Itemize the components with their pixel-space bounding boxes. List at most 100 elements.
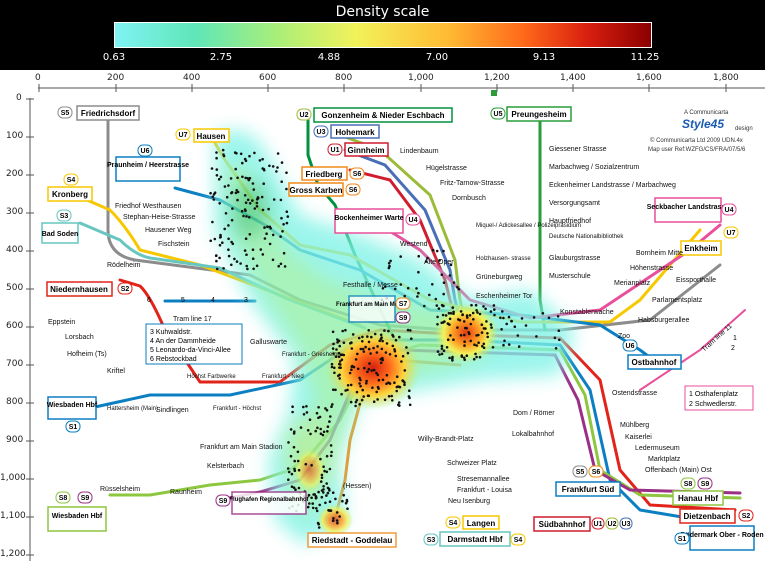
- data-point: [262, 182, 266, 185]
- data-point: [448, 274, 452, 277]
- data-point: [234, 191, 238, 195]
- data-point: [466, 316, 469, 319]
- data-point: [255, 205, 259, 208]
- data-point: [218, 202, 221, 205]
- data-point: [244, 237, 248, 240]
- data-point: [248, 154, 251, 158]
- svg-text:Höhenstrasse: Höhenstrasse: [630, 265, 673, 272]
- data-point: [486, 335, 490, 339]
- data-point: [285, 187, 288, 191]
- data-point: [383, 329, 386, 332]
- data-point: [388, 382, 392, 385]
- svg-text:Kriftel: Kriftel: [107, 368, 125, 375]
- badge: S7: [399, 301, 408, 308]
- x-tick-label: 1,800: [713, 73, 739, 83]
- svg-text:Fischstein: Fischstein: [158, 241, 190, 248]
- data-point: [222, 153, 225, 156]
- data-point: [346, 507, 349, 511]
- data-point: [493, 308, 496, 311]
- data-point: [223, 227, 226, 231]
- data-point: [493, 313, 496, 317]
- data-point: [251, 182, 255, 185]
- data-point: [535, 335, 538, 338]
- data-point: [335, 519, 339, 522]
- data-point: [227, 254, 231, 258]
- svg-text:Fritz-Tarnow-Strasse: Fritz-Tarnow-Strasse: [440, 180, 505, 187]
- data-point: [222, 267, 225, 270]
- data-point: [241, 175, 244, 179]
- data-point: [341, 499, 344, 503]
- data-point: [369, 352, 372, 355]
- data-point: [436, 315, 439, 319]
- data-point: [210, 167, 214, 170]
- badge: S9: [219, 498, 228, 505]
- y-tick-label: 1,200: [0, 549, 26, 559]
- data-point: [395, 375, 399, 379]
- badge: S6: [349, 187, 358, 194]
- x-tick-label: 1,000: [408, 73, 434, 83]
- data-point: [319, 427, 323, 431]
- data-point: [417, 254, 421, 258]
- badge: S6: [353, 171, 362, 178]
- data-point: [214, 254, 218, 257]
- svg-text:Marbachweg / Sozialzentrum: Marbachweg / Sozialzentrum: [549, 164, 639, 171]
- data-point: [468, 314, 472, 317]
- data-point: [332, 517, 335, 520]
- data-point: [410, 337, 413, 341]
- data-point: [464, 326, 467, 330]
- data-point: [292, 486, 296, 490]
- data-point: [261, 253, 265, 256]
- data-point: [461, 313, 464, 317]
- data-point: [242, 214, 245, 218]
- data-point: [367, 394, 371, 398]
- badge: U3: [317, 129, 326, 136]
- data-point: [364, 345, 367, 349]
- y-tick-label: 300: [6, 207, 24, 217]
- svg-text:design: design: [735, 126, 753, 132]
- data-point: [442, 349, 446, 353]
- data-point: [349, 383, 353, 387]
- box-friedrichsdorf: Friedrichsdorf: [81, 109, 136, 118]
- svg-text:Giessener Strasse: Giessener Strasse: [549, 146, 607, 153]
- svg-text:Musterschule: Musterschule: [549, 273, 591, 280]
- badge: U1: [594, 521, 603, 528]
- data-point: [384, 351, 388, 354]
- x-tick-label: 1,400: [560, 73, 586, 83]
- badge: S2: [121, 286, 130, 293]
- box-hausen: Hausen: [197, 132, 226, 141]
- transit-map[interactable]: Friedrichsdorf Gonzenheim & Nieder Eschb…: [38, 98, 765, 561]
- data-point: [296, 459, 300, 463]
- data-point: [211, 195, 215, 198]
- data-point: [310, 496, 313, 500]
- data-point: [491, 346, 495, 349]
- y-tick-label: 600: [6, 321, 24, 331]
- data-point: [213, 237, 217, 241]
- data-point: [287, 441, 290, 444]
- box-niedernhausen: Niedernhausen: [50, 285, 108, 294]
- station-boxes: Friedrichsdorf Gonzenheim & Nieder Eschb…: [41, 105, 764, 551]
- box-wiesbaden-hbf-top: Wiesbaden Hbf: [47, 402, 98, 409]
- data-point: [326, 425, 330, 429]
- svg-text:3: 3: [244, 297, 248, 304]
- data-point: [505, 322, 509, 326]
- data-point: [297, 486, 301, 490]
- data-point: [541, 312, 545, 315]
- data-point: [457, 318, 460, 321]
- data-point: [246, 198, 250, 202]
- data-point: [299, 426, 303, 429]
- data-point: [357, 336, 361, 340]
- data-point: [360, 398, 364, 402]
- colorbar-tick: 11.25: [630, 52, 660, 63]
- data-point: [557, 329, 561, 333]
- svg-text:Frankfurt - Höchst: Frankfurt - Höchst: [213, 406, 261, 412]
- data-point: [322, 430, 326, 434]
- data-point: [266, 225, 269, 228]
- data-point: [356, 367, 360, 371]
- badge: S4: [514, 537, 523, 544]
- data-point: [391, 399, 394, 402]
- data-point: [484, 327, 487, 330]
- data-point: [305, 411, 309, 414]
- data-point: [320, 473, 324, 477]
- data-point: [376, 345, 379, 348]
- data-point: [358, 376, 361, 380]
